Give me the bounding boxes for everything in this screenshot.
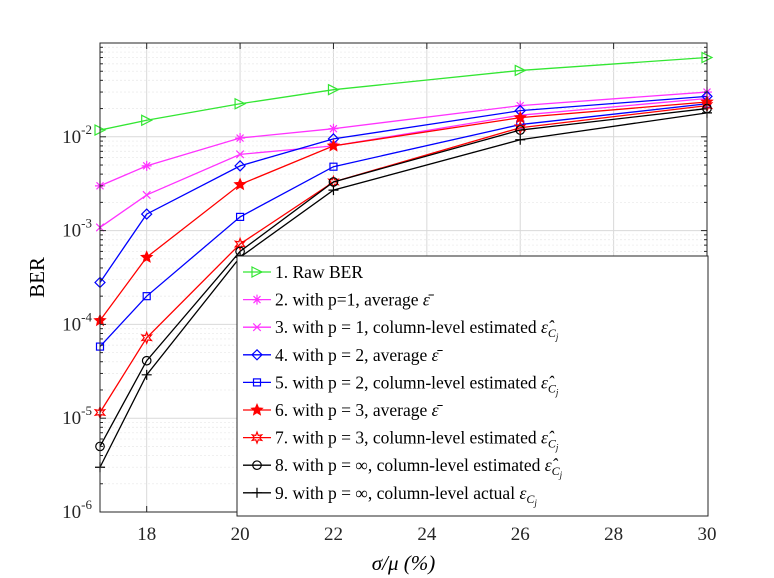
data-point xyxy=(329,162,338,171)
x-tick-label: 22 xyxy=(324,524,343,545)
data-point xyxy=(234,160,246,172)
y-tick-label: 10-3 xyxy=(62,216,92,242)
legend-label: 4. with p = 2, average ε̄ xyxy=(275,345,444,365)
x-tick-label: 18 xyxy=(137,524,156,545)
x-tick-label: 28 xyxy=(604,524,623,545)
legend-entry-7: 7. with p = 3, column-level estimated ε̂… xyxy=(243,428,559,453)
data-point xyxy=(141,369,152,380)
legend-entry-6: 6. with p = 3, average ε̄ xyxy=(243,400,444,420)
series-line xyxy=(99,101,708,321)
legend-label: 7. with p = 3, column-level estimated ε̂… xyxy=(275,428,559,453)
legend-label: 1. Raw BER xyxy=(275,262,363,282)
legend-entry-1: 1. Raw BER xyxy=(243,262,363,282)
legend-entry-8: 8. with p = ∞, column-level estimated ε̂… xyxy=(243,455,563,480)
data-point xyxy=(233,177,247,191)
data-point xyxy=(251,266,264,278)
legend-box xyxy=(236,255,709,517)
y-axis-label: BER xyxy=(25,257,49,298)
data-point xyxy=(251,348,263,361)
data-point xyxy=(140,330,153,345)
data-point xyxy=(139,250,154,263)
data-point xyxy=(250,430,264,445)
data-point xyxy=(233,236,247,252)
data-point xyxy=(252,378,262,387)
legend-label: 8. with p = ∞, column-level estimated ε̂… xyxy=(275,455,563,480)
data-point xyxy=(513,120,527,135)
data-point xyxy=(142,292,151,301)
legend-label: 6. with p = 3, average ε̄ xyxy=(275,400,444,420)
series-line xyxy=(99,103,708,348)
data-point xyxy=(235,212,245,221)
data-point xyxy=(252,487,262,498)
legend-label: 3. with p = 1, column-level estimated ε̂… xyxy=(275,317,559,342)
series-line xyxy=(99,56,708,131)
data-point xyxy=(234,97,247,110)
x-tick-label: 30 xyxy=(698,524,717,545)
data-point xyxy=(515,125,526,135)
data-point xyxy=(513,110,527,124)
data-point xyxy=(326,138,341,152)
data-point xyxy=(327,83,340,96)
legend-entry-4: 4. with p = 2, average ε̄ xyxy=(243,345,444,365)
y-tick-label: 10-4 xyxy=(62,309,92,335)
data-point xyxy=(141,355,152,366)
legend-entry-2: 2. with p=1, average ε̄ xyxy=(243,290,435,310)
data-point xyxy=(140,208,153,220)
y-tick-label: 10-2 xyxy=(62,122,92,148)
data-point xyxy=(328,185,339,196)
data-point xyxy=(141,160,152,171)
x-tick-label: 24 xyxy=(417,524,437,545)
series-line xyxy=(99,91,708,187)
series-line xyxy=(99,104,708,413)
series-1 xyxy=(94,51,714,137)
x-axis-label: σ/μ (%) xyxy=(372,551,435,575)
series-line xyxy=(99,107,708,447)
series-line xyxy=(99,97,708,228)
legend: 1. Raw BER 2. with p=1, average ε̄ 3. with… xyxy=(236,255,709,517)
legend-label: 9. with p = ∞, column-level actual εCj xyxy=(275,483,537,508)
data-point xyxy=(235,150,245,159)
series-line xyxy=(99,95,708,283)
legend-entry-9: 9. with p = ∞, column-level actual εCj xyxy=(243,483,537,508)
data-point xyxy=(141,114,154,127)
legend-entry-3: 3. with p = 1, column-level estimated ε̂… xyxy=(243,317,559,342)
data-point xyxy=(515,134,526,145)
data-point xyxy=(250,402,264,416)
data-point xyxy=(235,133,246,144)
y-tick-label: 10-6 xyxy=(62,497,92,523)
y-tick-label: 10-5 xyxy=(62,403,92,429)
legend-label: 2. with p=1, average ε̄ xyxy=(275,290,435,310)
x-tick-label: 20 xyxy=(231,524,250,545)
data-point xyxy=(252,294,262,305)
series-layer xyxy=(93,51,714,473)
data-point xyxy=(252,323,262,332)
series-line xyxy=(99,112,708,468)
data-point xyxy=(514,64,527,77)
data-point xyxy=(252,460,262,471)
data-point xyxy=(142,190,151,200)
data-point xyxy=(328,123,339,134)
x-tick-label: 26 xyxy=(511,524,530,545)
